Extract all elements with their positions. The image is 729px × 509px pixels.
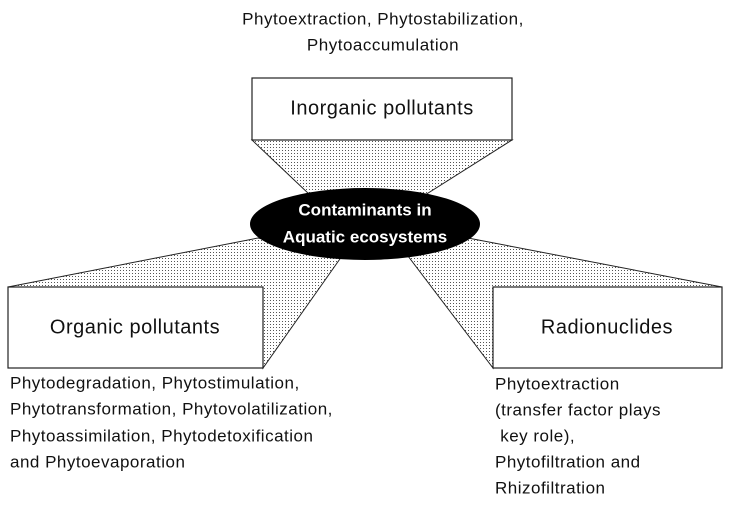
method-text: Phytoassimilation, Phytodetoxification — [10, 426, 313, 445]
node-label: Inorganic pollutants — [290, 97, 473, 119]
method-text: (transfer factor plays — [495, 400, 661, 419]
method-text: Phytoextraction — [495, 374, 620, 393]
node-label: Organic pollutants — [50, 316, 220, 338]
center-label: Contaminants in — [298, 200, 431, 219]
node-box — [492, 286, 723, 369]
method-text: Phytotransformation, Phytovolatilization… — [10, 399, 333, 418]
method-text: Phytoextraction, Phytostabilization, — [242, 9, 524, 28]
method-text: key role), — [495, 426, 575, 445]
node-box — [251, 77, 513, 141]
center-label: Aquatic ecosystems — [283, 227, 447, 246]
connector — [250, 139, 514, 196]
method-text: Phytofiltration and — [495, 452, 641, 471]
method-text: Phytoaccumulation — [307, 35, 459, 54]
node-label: Radionuclides — [541, 316, 673, 338]
method-text: and Phytoevaporation — [10, 452, 185, 471]
center-ellipse — [250, 188, 480, 260]
method-text: Phytodegradation, Phytostimulation, — [10, 373, 300, 392]
method-text: Rhizofiltration — [495, 478, 606, 497]
node-box — [7, 286, 264, 369]
